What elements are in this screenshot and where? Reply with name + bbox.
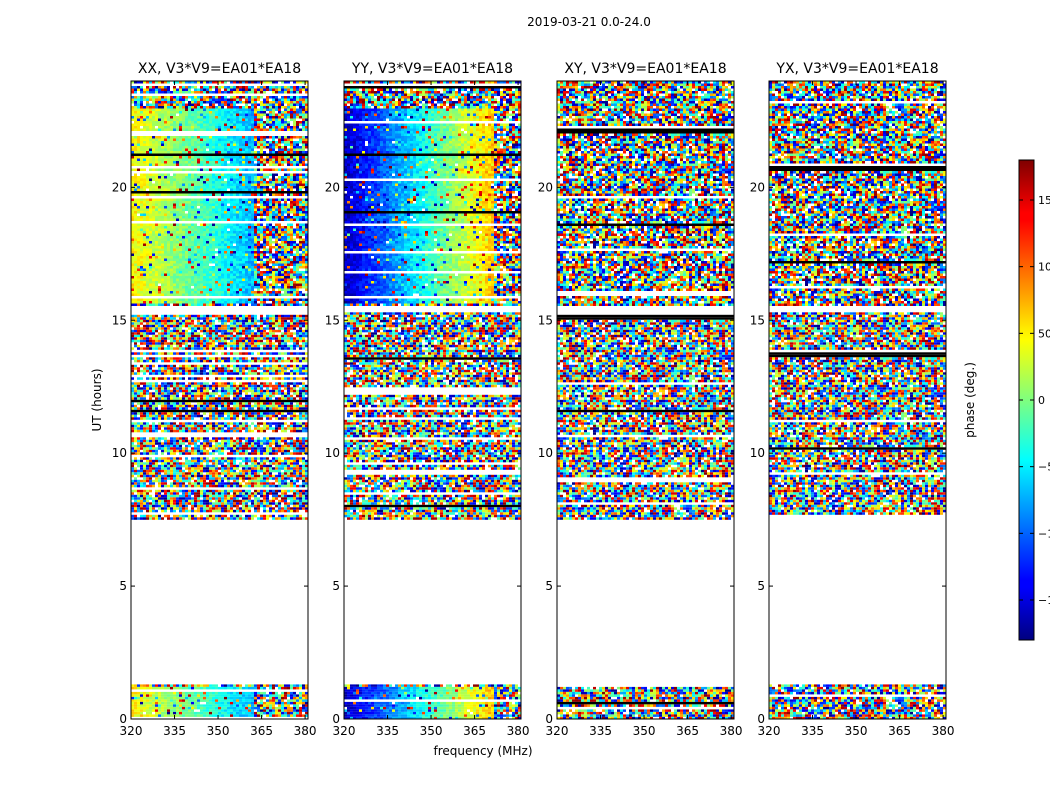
panel-yy: YY, V3*V9=EA01*EA18 320 335 350 365 380 0 5 10 15… <box>325 61 530 738</box>
x-tick-label: 350 <box>845 724 868 738</box>
figure-suptitle: 2019-03-21 0.0-24.0 <box>527 15 651 29</box>
y-tick-label: 10 <box>750 446 765 460</box>
heatmap-cells <box>344 81 521 719</box>
heatmap-cells <box>557 81 734 719</box>
y-tick-label: 5 <box>332 579 340 593</box>
panel-title: XY, V3*V9=EA01*EA18 <box>564 61 726 77</box>
x-tick-label: 365 <box>888 724 911 738</box>
colorbar-tick-label: −100 <box>1038 527 1050 540</box>
y-tick-label: 10 <box>325 446 340 460</box>
x-tick-label: 365 <box>676 724 699 738</box>
x-tick-label: 365 <box>250 724 273 738</box>
x-tick-label: 380 <box>720 724 743 738</box>
y-tick-label: 20 <box>750 180 765 194</box>
panel-title: YX, V3*V9=EA01*EA18 <box>775 61 938 77</box>
y-tick-label: 5 <box>545 579 553 593</box>
heatmap-cells <box>131 81 308 717</box>
colorbar-tick-label: 50 <box>1038 327 1050 340</box>
x-tick-label: 380 <box>507 724 530 738</box>
y-tick-label: 0 <box>757 712 765 726</box>
x-tick-label: 350 <box>207 724 230 738</box>
x-tick-label: 365 <box>463 724 486 738</box>
y-tick-label: 20 <box>538 180 553 194</box>
y-tick-label: 20 <box>325 180 340 194</box>
colorbar: −150 −100 −50 0 50 100 150 <box>1019 160 1050 640</box>
panel-xx: XX, V3*V9=EA01*EA18 320 335 350 365 380 0 5 10 15… <box>112 61 317 738</box>
y-tick-label: 5 <box>757 579 765 593</box>
x-tick-label: 320 <box>120 724 143 738</box>
y-tick-label: 0 <box>332 712 340 726</box>
colorbar-label: phase (deg.) <box>963 362 977 438</box>
colorbar-tick-label: −150 <box>1038 594 1050 607</box>
colorbar-tick-label: −50 <box>1038 461 1050 474</box>
panels-group: XX, V3*V9=EA01*EA18 320 335 350 365 380 0 5 10 15… <box>112 61 955 738</box>
colorbar-tick-label: 100 <box>1038 261 1050 274</box>
panel-title: XX, V3*V9=EA01*EA18 <box>138 61 301 77</box>
x-axis-label: frequency (MHz) <box>433 744 532 758</box>
panel-title: YY, V3*V9=EA01*EA18 <box>351 61 513 77</box>
y-tick-label: 5 <box>119 579 127 593</box>
y-axis-label: UT (hours) <box>90 368 104 431</box>
x-tick-label: 335 <box>163 724 186 738</box>
x-tick-label: 320 <box>333 724 356 738</box>
x-tick-label: 350 <box>420 724 443 738</box>
y-tick-label: 15 <box>538 313 553 327</box>
y-tick-label: 20 <box>112 180 127 194</box>
y-tick-label: 10 <box>538 446 553 460</box>
panel-yx: YX, V3*V9=EA01*EA18 320 335 350 365 380 0 5 10 15… <box>750 61 955 738</box>
colorbar-tick-label: 0 <box>1038 394 1045 407</box>
x-tick-label: 335 <box>801 724 824 738</box>
y-tick-label: 15 <box>112 313 127 327</box>
x-tick-label: 380 <box>932 724 955 738</box>
heatmap-cells <box>769 81 946 719</box>
y-tick-label: 10 <box>112 446 127 460</box>
panel-xy: XY, V3*V9=EA01*EA18 320 335 350 365 380 0 5 10 15… <box>538 61 743 738</box>
x-tick-label: 350 <box>633 724 656 738</box>
x-tick-label: 320 <box>546 724 569 738</box>
y-tick-label: 15 <box>750 313 765 327</box>
y-tick-label: 0 <box>545 712 553 726</box>
y-tick-label: 15 <box>325 313 340 327</box>
x-tick-label: 335 <box>589 724 612 738</box>
y-tick-label: 0 <box>119 712 127 726</box>
x-tick-label: 335 <box>376 724 399 738</box>
x-tick-label: 380 <box>294 724 317 738</box>
colorbar-tick-label: 150 <box>1038 194 1050 207</box>
x-tick-label: 320 <box>758 724 781 738</box>
